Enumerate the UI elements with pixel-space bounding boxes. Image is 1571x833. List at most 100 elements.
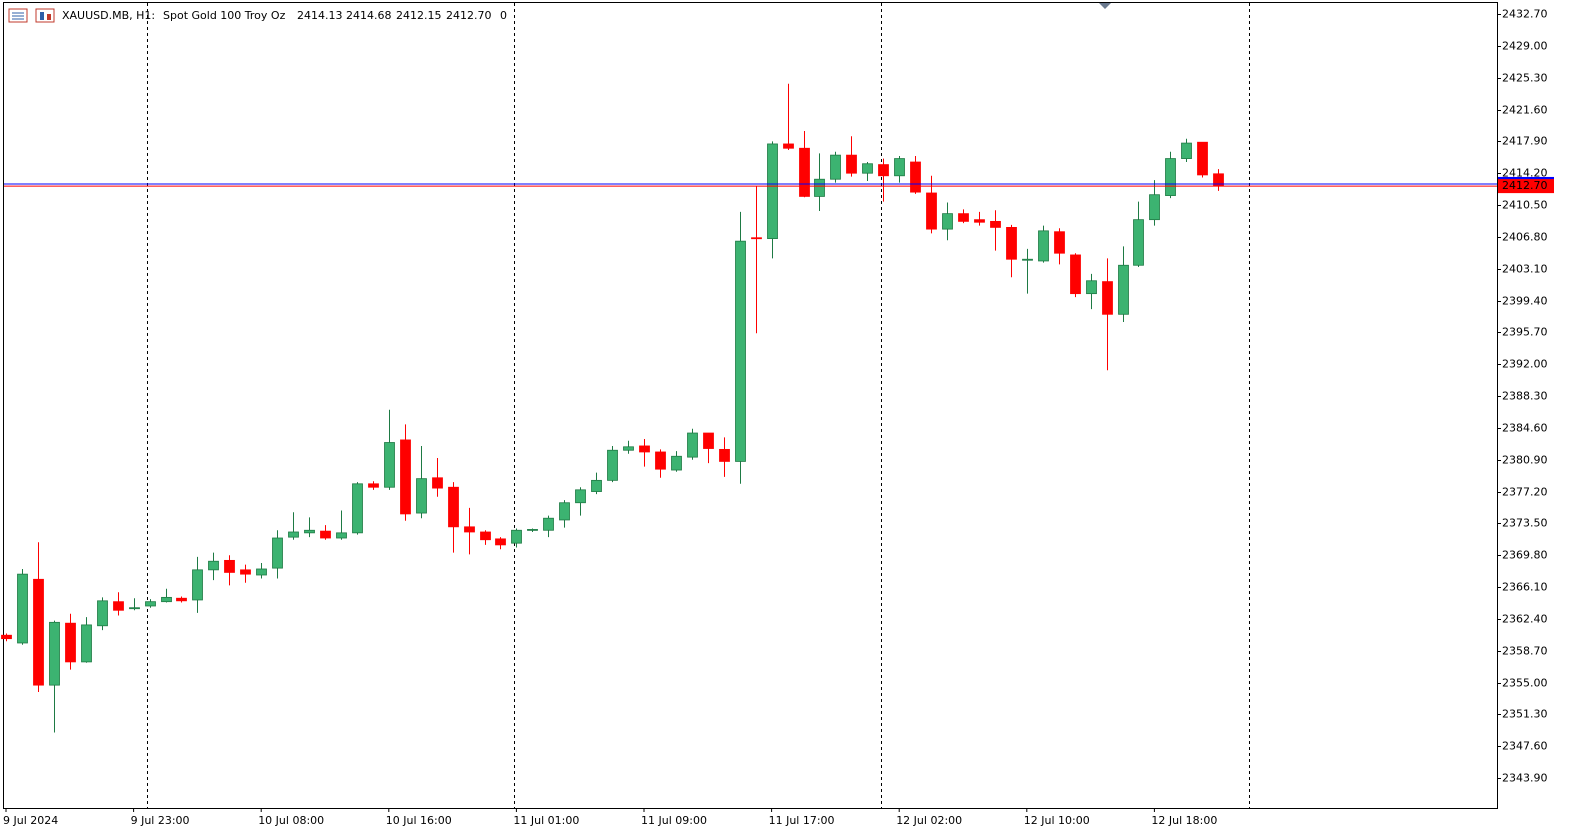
candle-body xyxy=(208,560,219,571)
y-tick-label: 2410.50 xyxy=(1502,199,1548,212)
candle-body xyxy=(639,445,650,453)
y-tick-label: 2369.80 xyxy=(1502,549,1548,562)
candle-body xyxy=(495,538,506,546)
candle-body xyxy=(830,154,841,180)
price-label: 2412.70 xyxy=(1502,179,1548,192)
candle-body xyxy=(176,597,187,602)
candle-body xyxy=(33,578,44,686)
y-tick-label: 2366.10 xyxy=(1502,581,1548,594)
x-tick-label: 9 Jul 2024 xyxy=(3,814,58,827)
candle-body xyxy=(942,213,953,230)
y-tick-label: 2347.60 xyxy=(1502,740,1548,753)
candle-body xyxy=(352,483,363,534)
y-tick-label: 2414.20 xyxy=(1502,167,1548,180)
candle-body xyxy=(543,517,554,531)
candle-body xyxy=(161,596,172,603)
candle-body xyxy=(1149,194,1160,221)
header-volume: 0 xyxy=(500,9,507,22)
candle-body xyxy=(671,455,682,471)
candle-body xyxy=(687,432,698,458)
icon xyxy=(47,14,51,20)
y-tick-label: 2343.90 xyxy=(1502,772,1548,785)
header-close: 2412.70 xyxy=(446,9,492,22)
x-tick-label: 11 Jul 09:00 xyxy=(641,814,707,827)
y-tick-label: 2380.90 xyxy=(1502,454,1548,467)
y-tick-label: 2384.60 xyxy=(1502,422,1548,435)
candle-body xyxy=(1086,280,1097,295)
candle-body xyxy=(1118,264,1129,315)
candle-body xyxy=(129,607,140,610)
candle-body xyxy=(240,569,251,575)
candle-body xyxy=(1181,142,1192,159)
candle-body xyxy=(17,573,28,644)
candle-body xyxy=(958,213,969,222)
candle-body xyxy=(368,483,379,488)
candle-body xyxy=(192,569,203,601)
candle-body xyxy=(49,621,60,686)
candle-body xyxy=(113,601,124,611)
candle-body xyxy=(511,529,522,544)
y-tick-label: 2373.50 xyxy=(1502,517,1548,530)
candle-body xyxy=(81,624,92,663)
candle-body xyxy=(480,531,491,541)
y-tick-label: 2358.70 xyxy=(1502,645,1548,658)
y-tick-label: 2377.20 xyxy=(1502,486,1548,499)
candle-body xyxy=(655,451,666,470)
y-tick-label: 2432.70 xyxy=(1502,8,1548,21)
plot-frame xyxy=(3,2,1498,809)
y-tick-label: 2403.10 xyxy=(1502,263,1548,276)
icon xyxy=(40,12,44,20)
y-tick-label: 2351.30 xyxy=(1502,708,1548,721)
candle-body xyxy=(1,634,12,640)
candle-body xyxy=(814,178,825,197)
candle-body xyxy=(783,143,794,149)
y-tick-label: 2355.00 xyxy=(1502,677,1548,690)
candle-body xyxy=(878,164,889,177)
candle-body xyxy=(1133,219,1144,266)
x-tick-label: 12 Jul 10:00 xyxy=(1024,814,1090,827)
candle-body xyxy=(1038,230,1049,262)
candle-body xyxy=(846,154,857,174)
symbol-icons xyxy=(8,8,55,23)
candle-body xyxy=(384,442,395,488)
candle-body xyxy=(1197,141,1208,176)
candle-body xyxy=(1102,281,1113,315)
candle-body xyxy=(272,537,283,569)
candle-body xyxy=(1006,227,1017,260)
candle-body xyxy=(320,530,331,539)
header-low: 2412.15 xyxy=(396,9,442,22)
day-separators xyxy=(147,3,1250,808)
y-tick-label: 2425.30 xyxy=(1502,72,1548,85)
candle-body xyxy=(288,531,299,538)
candle-body xyxy=(703,432,714,449)
candle-body xyxy=(400,439,411,515)
candle-body xyxy=(527,529,538,531)
candle-body xyxy=(1070,254,1081,295)
candle-body xyxy=(224,559,235,573)
candle-body xyxy=(974,219,985,223)
y-tick-label: 2388.30 xyxy=(1502,390,1548,403)
candle-body xyxy=(591,479,602,492)
y-tick-label: 2429.00 xyxy=(1502,40,1548,53)
header-description: Spot Gold 100 Troy Oz xyxy=(163,9,286,22)
candle-body xyxy=(1165,158,1176,196)
x-tick-label: 9 Jul 23:00 xyxy=(131,814,190,827)
y-tick-label: 2362.40 xyxy=(1502,613,1548,626)
x-tick-label: 10 Jul 08:00 xyxy=(258,814,324,827)
candle-body xyxy=(607,449,618,481)
candle-body xyxy=(416,478,427,514)
candle-body xyxy=(336,532,347,539)
header-open: 2414.13 xyxy=(297,9,343,22)
y-tick-label: 2395.70 xyxy=(1502,326,1548,339)
y-tick-label: 2392.00 xyxy=(1502,358,1548,371)
candle-body xyxy=(464,526,475,533)
candle-body xyxy=(894,158,905,177)
candle-body xyxy=(751,237,762,240)
candle-body xyxy=(575,489,586,504)
x-tick-label: 11 Jul 01:00 xyxy=(513,814,579,827)
candle-body xyxy=(862,163,873,174)
candle-body xyxy=(559,502,570,521)
y-tick-label: 2417.90 xyxy=(1502,135,1548,148)
header-symbol: XAUUSD.MB, H1: xyxy=(62,9,155,22)
